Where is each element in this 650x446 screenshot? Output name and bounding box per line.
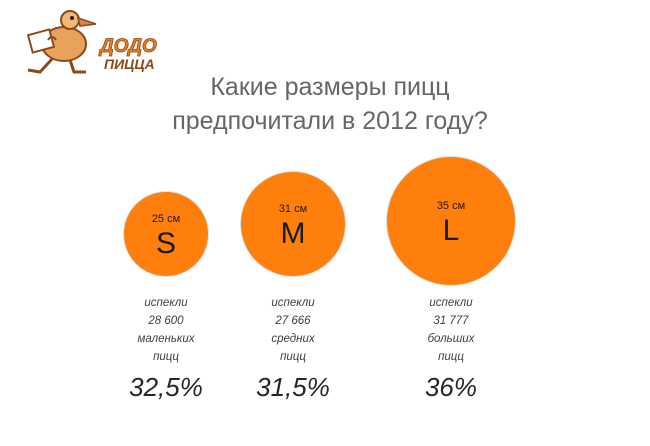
size-letter: M — [280, 217, 306, 250]
size-circle-s: 25 см S — [123, 191, 209, 277]
caption-line: пицц — [438, 351, 464, 363]
diameter-label: 35 см — [436, 200, 466, 212]
caption-line: испекли — [144, 297, 188, 309]
count-value: 27 666 — [275, 315, 311, 327]
size-letter: L — [442, 214, 460, 247]
count-caption-l: испекли 31 777 больших пицц — [391, 294, 511, 366]
caption-line: пицц — [153, 351, 179, 363]
percent-label-m: 31,5% — [256, 372, 330, 402]
chart-title-line2: предпочитали в 2012 году? — [172, 107, 488, 135]
count-value: 31 777 — [433, 315, 469, 327]
caption-line: больших — [427, 333, 475, 345]
caption-line: испекли — [271, 297, 315, 309]
diameter-label: 31 см — [278, 203, 308, 215]
size-circle-l: 35 см L — [386, 156, 516, 286]
caption-line: пицц — [280, 351, 306, 363]
count-caption-s: испекли 28 600 маленьких пицц — [106, 294, 226, 366]
svg-text:ДОДО: ДОДО — [98, 36, 157, 57]
chart-title-line1: Какие размеры пицц — [210, 73, 450, 101]
size-letter: S — [155, 227, 176, 260]
caption-line: маленьких — [137, 333, 195, 345]
svg-text:ПИЦЦА: ПИЦЦА — [104, 56, 155, 72]
dodo-bird-icon — [26, 10, 97, 74]
count-caption-m: испекли 27 666 средних пицц — [233, 294, 353, 366]
dodo-pizza-logo: ДОДО ПИЦЦА — [26, 10, 157, 74]
caption-line: испекли — [429, 297, 473, 309]
percent-label-s: 32,5% — [129, 372, 203, 402]
caption-line: средних — [271, 333, 315, 345]
percent-label-l: 36% — [424, 372, 478, 402]
chart-title: Какие размеры пицц предпочитали в 2012 г… — [120, 70, 540, 138]
diameter-label: 25 см — [151, 213, 181, 225]
count-value: 28 600 — [148, 315, 184, 327]
size-circle-m: 31 см M — [240, 171, 346, 277]
